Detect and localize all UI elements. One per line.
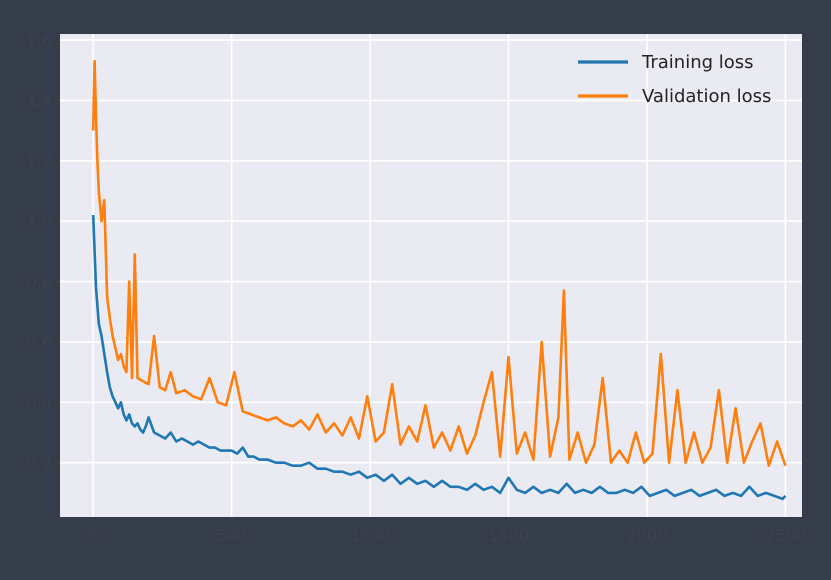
y-tick-label: 1.2	[27, 152, 52, 171]
legend-label: Training loss	[641, 52, 754, 73]
series-line-training-loss	[91, 215, 787, 501]
x-tick-label: 2000	[627, 526, 668, 545]
x-tick-label: 2500	[765, 526, 806, 545]
y-tick-labels: 0.2 0.4 0.6 0.8 1.0 1.2 1.4 1.6	[27, 31, 52, 473]
series-line-validation-loss	[91, 59, 787, 468]
y-tick-label: 0.8	[27, 273, 52, 292]
x-tick-label: 1000	[350, 526, 391, 545]
legend-label: Validation loss	[642, 86, 771, 107]
y-tick-label: 1.4	[27, 91, 52, 110]
y-tick-label: 0.2	[27, 454, 52, 473]
series-layer	[91, 59, 787, 501]
y-tick-label: 0.6	[27, 333, 52, 352]
grid-lines	[60, 34, 802, 517]
y-tick-label: 0.4	[27, 393, 52, 412]
x-tick-label: 0	[88, 526, 98, 545]
x-tick-label: 500	[216, 526, 247, 545]
y-tick-label: 1.6	[27, 31, 52, 50]
x-tick-label: 1500	[488, 526, 529, 545]
y-tick-label: 1.0	[27, 212, 52, 231]
legend: Training loss Validation loss	[578, 52, 771, 107]
x-tick-labels: 0 500 1000 1500 2000 2500	[88, 526, 806, 545]
